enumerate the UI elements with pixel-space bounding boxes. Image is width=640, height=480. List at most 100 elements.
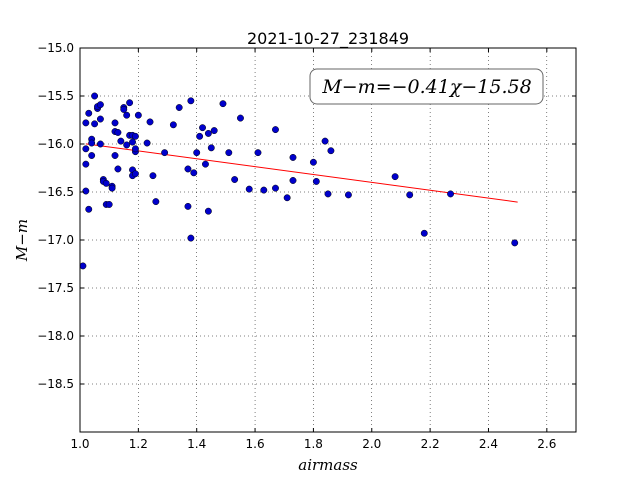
y-tick-label: −18.0 [37, 329, 74, 343]
data-point [231, 176, 239, 183]
data-point [184, 202, 192, 210]
data-point [193, 149, 201, 157]
data-point [120, 105, 128, 113]
data-point [123, 111, 131, 119]
data-point [143, 139, 151, 147]
x-tick-label: 1.4 [187, 437, 206, 451]
data-point [79, 262, 87, 270]
data-point [117, 137, 125, 145]
data-point [237, 114, 244, 122]
x-tick-label: 1.6 [246, 437, 265, 451]
x-tick-label: 1.2 [129, 437, 148, 451]
data-point [327, 147, 335, 155]
x-tick-label: 1.8 [304, 437, 323, 451]
data-point [85, 205, 93, 213]
data-point [102, 179, 110, 187]
data-point [272, 126, 279, 134]
fit-line [85, 143, 518, 203]
points-layer [79, 92, 519, 270]
data-point [161, 149, 169, 157]
data-point [82, 187, 90, 195]
data-point [82, 145, 90, 153]
data-point [149, 172, 157, 180]
data-point [309, 158, 317, 166]
x-axis-label: airmass [298, 456, 358, 474]
data-point [114, 129, 122, 136]
data-point [219, 100, 227, 108]
data-point [169, 121, 177, 129]
data-point [321, 137, 329, 145]
data-point [126, 99, 134, 107]
y-tick-label: −16.5 [37, 185, 74, 199]
y-tick-label: −15.5 [37, 89, 74, 103]
y-axis-ticks: −15.0 −15.5 −16.0 −16.5 −17.0 −17.5 −18.0 −18.5 [37, 41, 576, 391]
data-point [105, 201, 113, 208]
data-point [108, 184, 116, 192]
data-point [283, 194, 291, 202]
data-point [260, 186, 268, 194]
data-point [391, 173, 399, 181]
data-point [187, 234, 195, 242]
data-point [82, 160, 90, 168]
data-point [199, 124, 206, 132]
data-point [129, 138, 136, 146]
data-point [146, 118, 154, 126]
data-point [184, 165, 192, 173]
data-point [88, 139, 96, 147]
data-point [511, 239, 519, 247]
data-point [91, 92, 99, 100]
data-point [131, 145, 139, 153]
data-point [134, 111, 142, 119]
data-point [289, 153, 297, 161]
data-point [96, 101, 104, 109]
fit-line-layer [85, 143, 518, 203]
data-point [111, 119, 119, 127]
y-tick-label: −18.5 [37, 377, 74, 391]
data-point [210, 127, 218, 135]
data-point [204, 129, 212, 137]
annotation-box [309, 68, 544, 105]
data-point [204, 207, 212, 215]
data-point [344, 191, 352, 199]
data-point [245, 185, 253, 193]
data-point [420, 229, 428, 237]
data-point [190, 169, 198, 177]
x-tick-label: 2.0 [362, 437, 381, 451]
data-point [82, 119, 90, 127]
data-point [225, 149, 233, 157]
chart-title: 2021-10-27_231849 [247, 29, 409, 49]
data-point [123, 141, 131, 149]
x-tick-label: 2.6 [537, 437, 556, 451]
data-point [152, 198, 160, 206]
data-point [96, 140, 104, 148]
y-axis-label: M−m [13, 219, 31, 262]
data-point [196, 132, 204, 140]
data-point [91, 120, 99, 128]
y-tick-label: −17.0 [37, 233, 74, 247]
x-tick-label: 2.2 [421, 437, 440, 451]
data-point [131, 170, 139, 178]
data-point [202, 160, 209, 168]
data-point [96, 115, 104, 123]
data-point [254, 149, 262, 157]
equation-annotation: M−m=−0.41χ−15.58 [309, 68, 544, 105]
x-axis-ticks: 1.0 1.2 1.4 1.6 1.8 2.0 2.2 2.4 2.6 [70, 48, 556, 451]
data-point [175, 104, 183, 111]
y-tick-label: −17.5 [37, 281, 74, 295]
data-point [289, 177, 297, 184]
data-point [406, 191, 414, 199]
x-tick-label: 2.4 [479, 437, 498, 451]
data-point [131, 132, 139, 140]
data-point [111, 152, 119, 159]
x-tick-label: 1.0 [70, 437, 89, 451]
data-point [272, 184, 279, 192]
data-point [207, 144, 215, 152]
fit-equation: M−m=−0.41χ−15.58 [321, 76, 531, 98]
y-tick-label: −16.0 [37, 137, 74, 151]
data-point [88, 152, 96, 159]
data-point [447, 190, 454, 198]
data-point [114, 165, 122, 173]
data-point [85, 109, 93, 117]
y-tick-label: −15.0 [37, 41, 74, 55]
